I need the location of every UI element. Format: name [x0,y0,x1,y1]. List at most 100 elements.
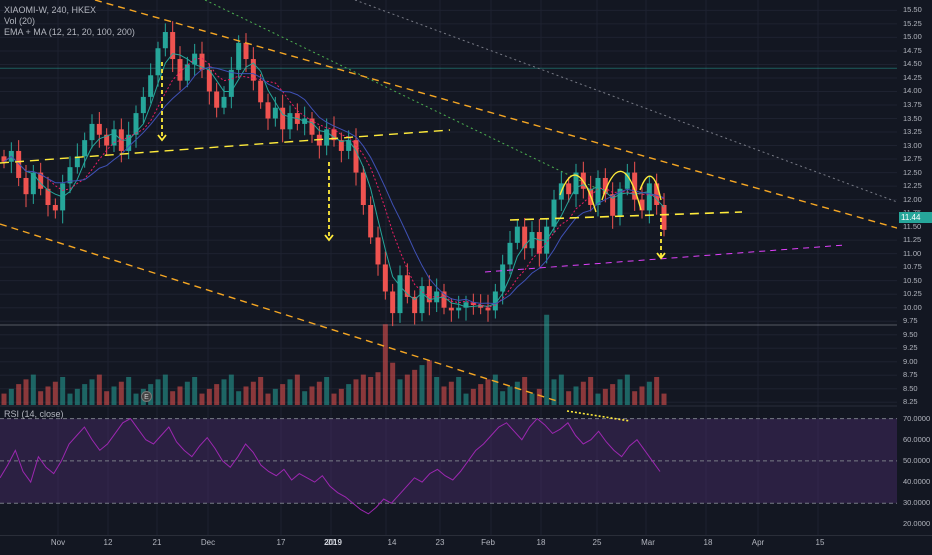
volume-bar [38,391,44,405]
price-tick-label: 10.75 [903,262,922,272]
candle-up [434,291,440,303]
ma-legend[interactable]: EMA + MA (12, 21, 20, 100, 200) [4,27,135,37]
candle-up [529,232,535,249]
volume-bar [104,391,110,405]
candle-down [404,275,410,297]
volume-bar [67,393,73,405]
volume-legend[interactable]: Vol (20) [4,16,36,26]
volume-bar [199,393,205,405]
volume-bar [426,360,432,405]
volume-bar [522,376,528,405]
volume-bar [639,386,645,405]
moving-average-line [3,57,665,308]
time-tick-label: 2019 [324,538,342,547]
candle-up [463,302,469,308]
earnings-marker-icon[interactable]: E [141,391,152,402]
candle-up [507,242,513,265]
price-tick-label: 8.75 [903,370,918,380]
rsi-tick-label: 50.0000 [903,455,931,465]
rsi-tick-label: 20.0000 [903,519,931,529]
volume-bar [52,381,58,405]
candle-up [397,275,403,314]
price-tick-label: 15.25 [903,18,922,28]
time-tick-label: Feb [481,538,495,547]
candle-down [104,134,110,146]
candle-up [551,199,557,227]
volume-bar [390,362,396,405]
candle-up [514,226,520,243]
candle-down [602,177,608,195]
volume-bar [111,386,117,405]
time-tick-label: Mar [641,538,655,547]
symbol-legend[interactable]: XIAOMI-W, 240, HKEX [4,5,97,15]
time-tick-label: 21 [152,538,162,547]
candle-up [500,264,506,292]
price-tick-label: 14.75 [903,45,922,55]
candle-down [639,199,645,211]
rsi-divergence-line [566,410,631,422]
left-neckline [0,129,451,164]
volume-bar [280,384,286,405]
candle-up [573,172,579,195]
candle-down [243,42,249,60]
volume-bar [624,374,630,405]
time-tick-label: Nov [50,538,66,547]
candle-down [478,305,484,308]
arrow-head [656,252,666,260]
volume-bar [8,388,14,405]
price-tick-label: 12.50 [903,167,922,177]
volume-bar [228,374,234,405]
upper-trendline [94,0,932,239]
time-tick-label: 14 [387,538,397,547]
volume-bar [206,388,212,405]
candle-down [632,172,638,200]
candle-down [45,188,51,205]
candle-up [133,113,139,135]
price-tick-label: 13.00 [903,140,922,150]
volume-bar [133,393,139,405]
candle-down [170,32,176,60]
time-tick-label: 27 [326,538,336,547]
candle-down [214,91,220,108]
candle-down [390,291,396,314]
candle-down [470,302,476,305]
volume-bar [544,314,550,405]
rsi-pane [0,417,897,515]
volume-bar [331,393,337,405]
volume-bar [610,384,616,405]
candle-down [265,102,271,119]
volume-bar [272,388,278,405]
volume-bar [82,384,88,405]
rsi-legend[interactable]: RSI (14, close) [4,409,64,419]
volume-bar [184,381,190,405]
volume-bar [45,386,51,405]
candle-up [624,172,630,189]
volume-bar [617,379,623,405]
candle-up [492,291,498,311]
price-tick-label: 10.50 [903,275,922,285]
volume-bar [30,374,36,405]
time-tick-label: 23 [435,538,445,547]
candle-down [566,183,572,195]
candle-down [23,177,29,195]
price-tick-label: 10.25 [903,289,922,299]
time-tick-label: Apr [751,538,765,547]
volume-bar [382,324,388,405]
volume-bar [96,374,102,405]
candle-up [646,183,652,211]
rsi-tick-label: 70.0000 [903,413,931,423]
volume-bar [514,381,520,405]
top-arc [639,175,662,201]
price-tick-label: 12.25 [903,181,922,191]
candle-down [360,172,366,205]
volume-bar [23,379,29,405]
arrow-head [157,134,167,142]
volume-bar [294,374,300,405]
volume-bar [302,391,308,405]
volume-bar [661,393,667,405]
candle-down [654,183,660,205]
candle-down [199,53,205,70]
support-line [484,244,846,273]
